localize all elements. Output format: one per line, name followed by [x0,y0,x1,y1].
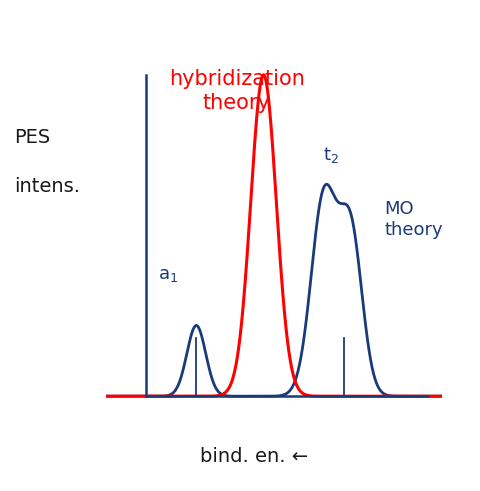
Text: MO
theory: MO theory [384,200,443,239]
Text: hybridization
theory: hybridization theory [168,69,305,113]
Text: intens.: intens. [14,177,81,196]
Text: t$_2$: t$_2$ [323,145,339,165]
Text: PES: PES [14,128,51,147]
Text: bind. en. ←: bind. en. ← [200,447,309,466]
Text: a$_1$: a$_1$ [158,266,178,284]
